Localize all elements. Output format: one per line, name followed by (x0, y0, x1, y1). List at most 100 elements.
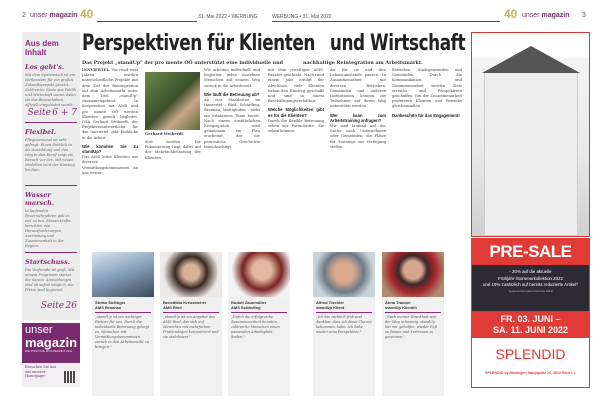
article-column: die für sie und ihre Lebensumstände pass… (330, 68, 386, 244)
portrait-photo (313, 252, 375, 297)
brand-bold: magazin (49, 12, 78, 19)
card-quote: „Ich bin wirklich froh und dankbar, dass… (316, 315, 372, 334)
ad-offer: - 20% auf die aktuelle Frühjahr-/Sommerko… (472, 265, 589, 311)
card-name: Benedikta Kreuzbicher AMS Ried (160, 297, 222, 310)
article-title: Perspektiven für Klienten und Wirtschaft (82, 30, 593, 56)
card-quote: „Durch die erfolgreiche Zusammenarbeit k… (231, 315, 280, 339)
promo-text: Besuchen Sie uns auf unserer Homepage! (25, 365, 57, 378)
page-prefix: Seite (40, 301, 65, 311)
presale-advertisement[interactable]: PRE-SALE - 20% auf die aktuelle Frühjahr-… (471, 238, 590, 388)
testimonial-card: Stefan Sollinger AMS Braunau „standUp ist … (92, 252, 154, 396)
divider (385, 312, 441, 313)
offer-line: - 20% auf die aktuelle (509, 269, 552, 274)
divider (163, 312, 219, 313)
promo-brand-bold: magazin (25, 335, 78, 350)
photo-caption: Gerhard Weiberdt (145, 131, 184, 136)
item-text: In laufenden Feuerwehrjahren gab es viel… (25, 209, 71, 248)
item-title: Startschuss. (25, 258, 70, 266)
column-text: die für sie und ihre Lebensumstände pass… (330, 68, 386, 109)
article-title-right: und Wirtschaft (329, 30, 466, 56)
date-line: SA. 11. JUNI 2022 (492, 324, 569, 335)
article-subtitle-left: Das Projekt „standUp" der pro mente OÖ u… (82, 60, 284, 66)
contents-sidebar: Aus dem Inhalt Los geht's. Mit dem Spaten… (22, 32, 80, 320)
person-org: AMS Braunau (95, 305, 122, 310)
article-subtitle-right: nachhaltige Reintegration am Arbeitsmark… (303, 60, 423, 66)
store-building-photo (471, 32, 590, 237)
article-column: Wir arbeiten individuell und begleiten j… (204, 68, 260, 244)
column-text: Betrieben, Stadtgemeinden und Gemeinden.… (392, 68, 462, 109)
offer-fine-print: *ausgenommen gekennzeichnete Artikel (508, 289, 553, 293)
person-name: Alfred Tischler (316, 300, 344, 305)
divider (231, 312, 287, 313)
card-name: Anna Trauner standUp Klientin (382, 297, 444, 310)
header-rule-left (97, 21, 197, 22)
article-column: mit dem jeweiligen AMS-Berater geschieht… (268, 68, 324, 244)
column-text: dort werden. Die Fokussierung liegt dabe… (145, 140, 201, 160)
ad-dates: FR. 03. JUNI – SA. 11. JUNI 2022 (472, 311, 589, 338)
date-right: WERBUNG • 31. Mai 2022 (272, 14, 332, 20)
offer-line: und 10% zusätzlich auf bereits reduziert… (482, 282, 579, 287)
card-name: Stefan Sollinger AMS Braunau (92, 297, 154, 310)
sidebar-title: Aus dem Inhalt (25, 39, 59, 57)
column-subhead: Dankeschön für das Engagement! (392, 112, 460, 118)
splendid-logo: SPLENDID (495, 346, 566, 362)
card-name: Rudolf Zaunmüller AMS Schärding (228, 297, 290, 310)
promo-tagline: DIE POSITIVE WOCHENZEITUNG (25, 350, 73, 353)
facade-shape (484, 73, 578, 235)
date-left: 31. Mai 2022 • WERBUNG (198, 14, 258, 20)
column-text: Vor rund zwei Jahren wurden unterschiedl… (82, 68, 138, 140)
column-text: Durch die flexible Betreuung sehen wir F… (268, 118, 324, 134)
person-name: Rudolf Zaunmüller (231, 300, 267, 305)
sidebar-item[interactable]: Startschuss. Die Vorfreude ist groß: Mit … (25, 258, 77, 326)
roof-shape (482, 46, 580, 73)
ad-address: SPLENDID by Matringer, Hauptplatz 20, 49… (485, 371, 576, 375)
page-number-left: 2 (22, 12, 26, 19)
divider (95, 312, 151, 313)
sidebar-item[interactable]: Los geht's. Mit dem Spatenstich ist ein M… (25, 63, 77, 123)
portrait-photo (160, 252, 222, 297)
column-text: mit dem jeweiligen AMS-Berater geschieht… (268, 68, 324, 104)
card-quote: „Nach meiner Krankheit war der Weg schwi… (385, 315, 438, 339)
page-ref: 6 + 7 (52, 108, 77, 118)
promo-logo: unser magazin DIE POSITIVE WOCHENZEITUNG (22, 323, 80, 363)
column-subhead: Wie kommen Sie zu standUp? (82, 143, 138, 155)
column-text: Wir arbeiten individuell und begleiten j… (204, 68, 260, 88)
sidebar-item[interactable]: Wasser marsch. In laufenden Feuerwehrjahr… (25, 191, 77, 253)
qr-code-icon[interactable] (64, 371, 76, 383)
anniversary-logo-right: 40 (504, 7, 518, 21)
card-name: Alfred Tischler standUp Klient (313, 297, 375, 310)
brand-logo-right: unser magazin (522, 12, 569, 19)
portrait-photo (228, 252, 290, 297)
item-text: Die Vorfreude ist groß: Mit neuem Progra… (25, 268, 75, 292)
page-number-right: 3 (582, 12, 586, 19)
sidebar-item[interactable]: Flexibel. Pflegepersonal ist sehr gefragt… (25, 128, 77, 186)
card-quote: „standUp ist ein wichtiger Partner für u… (95, 315, 150, 349)
person-org: AMS Schärding (231, 305, 261, 310)
column-subhead: Wie läuft die Betreuung ab? (204, 91, 260, 97)
brand-logo-left: unser magazin (30, 12, 77, 19)
header-rule-right (272, 21, 500, 22)
ad-headline: PRE-SALE (472, 239, 589, 265)
person-org: standUp Klientin (385, 305, 417, 310)
person-name: Benedikta Kreuzbicher (163, 300, 207, 305)
person-name: Stefan Sollinger (95, 300, 126, 305)
item-title: Los geht's. (25, 63, 65, 71)
article-column: dort werden. Die Fokussierung liegt dabe… (145, 140, 201, 244)
portrait-photo (382, 252, 444, 297)
page-prefix: Seite (27, 108, 51, 118)
person-org: standUp Klient (316, 305, 345, 310)
card-quote: „standUp ist ein Angebot des AMS Ried, d… (163, 315, 219, 339)
item-text: Pflegepersonal ist sehr gefragt. Einen E… (25, 138, 75, 172)
testimonial-card: Anna Trauner standUp Klientin „Nach meiner… (382, 252, 444, 396)
item-page: Seite 6 + 7 (25, 108, 77, 118)
promo-brand-light: unser (25, 324, 53, 336)
testimonial-card: Rudolf Zaunmüller AMS Schärding „Durch die… (228, 252, 290, 396)
brand-light: unser (30, 12, 48, 19)
magazine-promo[interactable]: unser magazin DIE POSITIVE WOCHENZEITUNG B… (22, 323, 80, 387)
date-line: FR. 03. JUNI – (500, 314, 561, 324)
offer-line: Frühjahr-/Sommerkollektion 2022 (498, 275, 563, 281)
column-text: Das AMS leitet Klienten mit diversen Ver… (82, 155, 138, 175)
article-title-left: Perspektiven für Klienten (82, 30, 315, 56)
testimonial-card: Benedikta Kreuzbicher AMS Ried „standUp is… (160, 252, 222, 396)
anniversary-logo-left: 40 (80, 7, 94, 21)
